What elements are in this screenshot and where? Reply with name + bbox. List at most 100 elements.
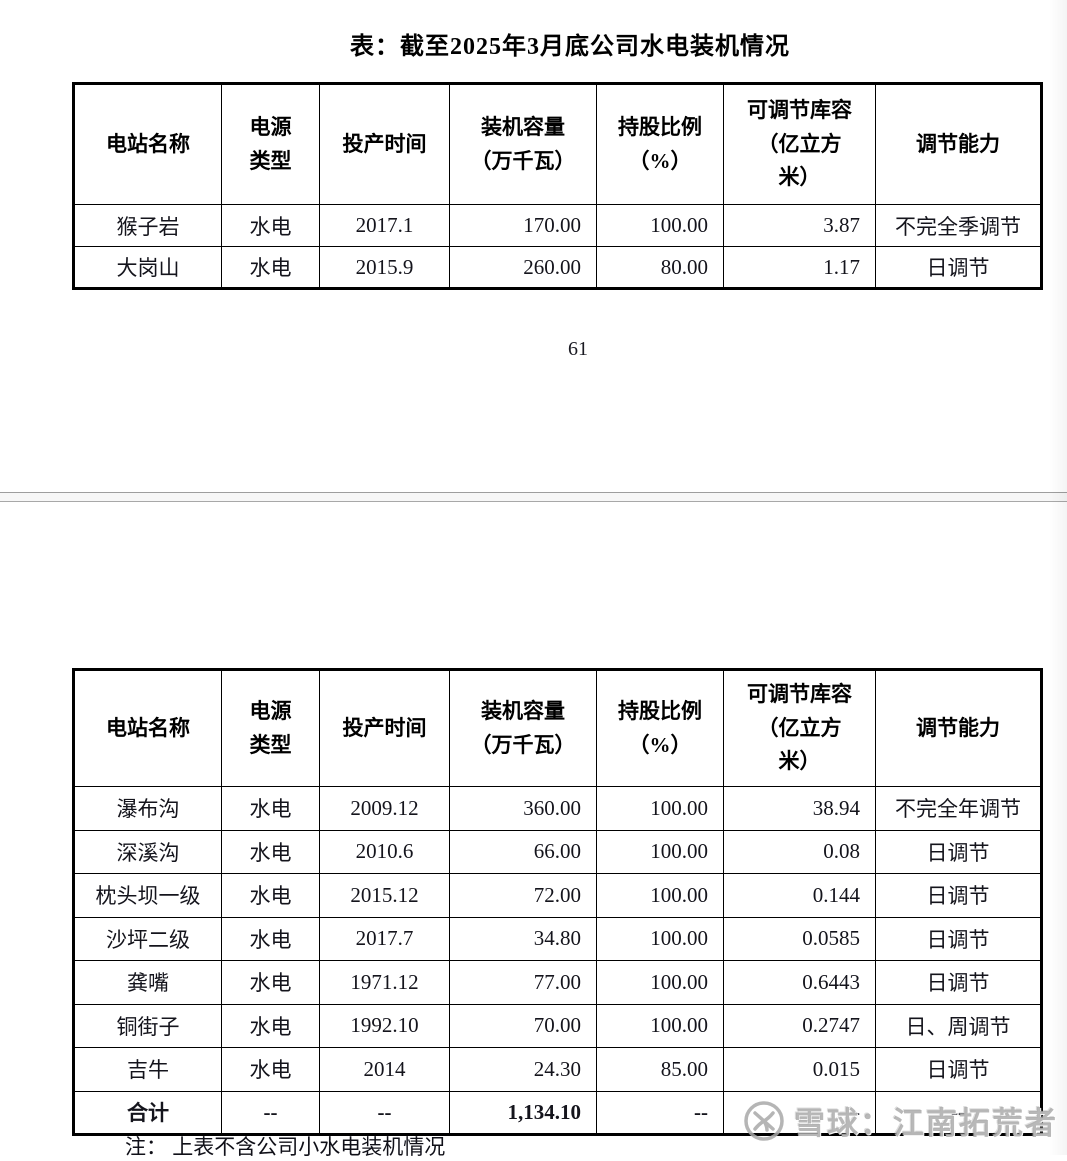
table-cell: 2017.7 [319,916,450,961]
table-cell: 2010.6 [319,829,450,874]
watermark-text: 雪球：江南拓荒者 [794,1106,1058,1141]
table-cell: 日调节 [875,1047,1042,1092]
table-cell: 水电 [221,829,320,874]
table-cell: 66.00 [449,829,597,874]
table-cell: 水电 [221,960,320,1005]
table-cell: -- [221,1090,320,1135]
column-header: 持股比例 （%） [596,83,724,205]
table-cell: 枕头坝一级 [73,873,222,918]
table-cell: 猴子岩 [73,204,222,247]
table-cell: 100.00 [596,786,724,831]
watermark: 雪球：江南拓荒者 [743,1098,1058,1143]
column-header: 持股比例 （%） [596,669,724,787]
table-cell: 3.87 [723,204,876,247]
table-cell: 85.00 [596,1047,724,1092]
table-cell: 0.015 [723,1047,876,1092]
table-cell: 日调节 [875,873,1042,918]
table-row: 枕头坝一级 水电 2015.12 72.00 100.00 0.144 日调节 [73,873,1042,918]
table-header-row: 电站名称 电源 类型 投产时间 装机容量 （万千瓦） 持股比例 （%） 可调节库容 （亿立… [73,83,1042,205]
table-cell: 170.00 [449,204,597,247]
table-cell: 1.17 [723,246,876,289]
table-cell: 瀑布沟 [73,786,222,831]
table-row: 铜街子 水电 1992.10 70.00 100.00 0.2747 日、周调节 [73,1003,1042,1048]
table-cell: 72.00 [449,873,597,918]
table-cell: 2009.12 [319,786,450,831]
column-header: 电站名称 [73,83,222,205]
table-cell: 100.00 [596,1003,724,1048]
table-cell: 日调节 [875,960,1042,1005]
table-cell: 260.00 [449,246,597,289]
table-cell: 大岗山 [73,246,222,289]
table-cell: 水电 [221,786,320,831]
table-cell: 日调节 [875,246,1042,289]
table-cell: 1992.10 [319,1003,450,1048]
table-cell: 100.00 [596,960,724,1005]
page-edge-shadow [1049,0,1067,1155]
table-cell: 不完全季调节 [875,204,1042,247]
table-cell: -- [596,1090,724,1135]
column-header: 调节能力 [875,83,1042,205]
hydro-capacity-table-page61: 电站名称 电源 类型 投产时间 装机容量 （万千瓦） 持股比例 （%） 可调节库容 （亿立… [72,82,1043,290]
column-header: 可调节库容 （亿立方 米） [723,83,876,205]
table-cell: 70.00 [449,1003,597,1048]
column-header: 投产时间 [319,83,450,205]
hydro-capacity-table-page62: 电站名称 电源 类型 投产时间 装机容量 （万千瓦） 持股比例 （%） 可调节库容 （亿立… [72,668,1043,1136]
page-divider [0,492,1067,502]
table-cell: 日调节 [875,916,1042,961]
table-cell: 水电 [221,204,320,247]
table-cell: 1,134.10 [449,1090,597,1135]
column-header: 电站名称 [73,669,222,787]
table-cell: 0.6443 [723,960,876,1005]
column-header: 电源 类型 [221,83,320,205]
page-number: 61 [568,338,588,360]
table-cell: 77.00 [449,960,597,1005]
table-total-row: 合计 -- -- 1,134.10 -- -- -- [73,1090,1042,1135]
table-row: 吉牛 水电 2014 24.30 85.00 0.015 日调节 [73,1047,1042,1092]
table-cell: 100.00 [596,204,724,247]
table-cell: 合计 [73,1090,222,1135]
table-row: 猴子岩 水电 2017.1 170.00 100.00 3.87 不完全季调节 [73,204,1042,247]
table-title: 表：截至2025年3月底公司水电装机情况 [350,34,790,60]
table-cell: 100.00 [596,916,724,961]
table-cell: 吉牛 [73,1047,222,1092]
table-cell: 2014 [319,1047,450,1092]
table-cell: 2015.12 [319,873,450,918]
table-row: 大岗山 水电 2015.9 260.00 80.00 1.17 日调节 [73,246,1042,289]
table-cell: 2017.1 [319,204,450,247]
table-cell: 0.144 [723,873,876,918]
table-cell: 龚嘴 [73,960,222,1005]
table-cell: 0.0585 [723,916,876,961]
table-row: 沙坪二级 水电 2017.7 34.80 100.00 0.0585 日调节 [73,916,1042,961]
table-cell: 铜街子 [73,1003,222,1048]
table-cell: -- [875,1090,1042,1135]
column-header: 调节能力 [875,669,1042,787]
table-cell: 水电 [221,246,320,289]
table-cell: 34.80 [449,916,597,961]
table-cell: 不完全年调节 [875,786,1042,831]
table-cell: 100.00 [596,829,724,874]
table-footnote: 注： 上表不含公司小水电装机情况 [125,1135,446,1159]
xueqiu-logo-icon [744,1100,784,1141]
column-header: 电源 类型 [221,669,320,787]
table-row: 瀑布沟 水电 2009.12 360.00 100.00 38.94 不完全年调节 [73,786,1042,831]
table-cell: 24.30 [449,1047,597,1092]
table-cell: 深溪沟 [73,829,222,874]
table-cell: 0.2747 [723,1003,876,1048]
table-cell: 沙坪二级 [73,916,222,961]
table-row: 深溪沟 水电 2010.6 66.00 100.00 0.08 日调节 [73,829,1042,874]
table-cell: -- [319,1090,450,1135]
table-cell: 360.00 [449,786,597,831]
table-cell: 日调节 [875,829,1042,874]
column-header: 装机容量 （万千瓦） [449,669,597,787]
column-header: 投产时间 [319,669,450,787]
table-cell: 水电 [221,1047,320,1092]
table-cell: 80.00 [596,246,724,289]
table-cell: 日、周调节 [875,1003,1042,1048]
table-cell: 水电 [221,873,320,918]
table-header-row: 电站名称 电源 类型 投产时间 装机容量 （万千瓦） 持股比例 （%） 可调节库容 （亿立… [73,669,1042,787]
table-cell: 2015.9 [319,246,450,289]
table-cell: 38.94 [723,786,876,831]
table-cell: 水电 [221,916,320,961]
table-row: 龚嘴 水电 1971.12 77.00 100.00 0.6443 日调节 [73,960,1042,1005]
column-header: 装机容量 （万千瓦） [449,83,597,205]
